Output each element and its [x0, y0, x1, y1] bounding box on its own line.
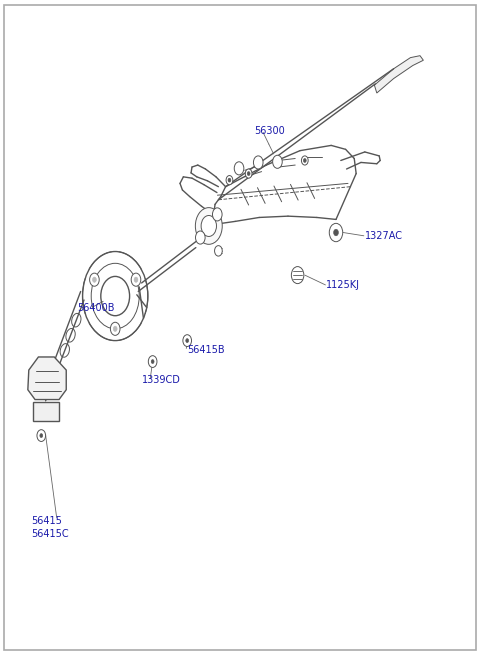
Text: 56415: 56415 — [31, 515, 62, 526]
Circle shape — [37, 430, 46, 441]
Circle shape — [213, 208, 222, 221]
Circle shape — [195, 231, 205, 244]
Circle shape — [253, 156, 263, 169]
Polygon shape — [374, 56, 423, 93]
Circle shape — [40, 434, 43, 438]
Circle shape — [131, 273, 141, 286]
Circle shape — [226, 176, 233, 185]
Text: 1339CD: 1339CD — [142, 375, 180, 385]
Circle shape — [245, 169, 252, 178]
Text: 56415C: 56415C — [31, 529, 69, 539]
Circle shape — [273, 155, 282, 168]
Circle shape — [90, 273, 99, 286]
Circle shape — [228, 178, 231, 182]
Polygon shape — [33, 402, 59, 421]
Circle shape — [301, 156, 308, 165]
Circle shape — [303, 159, 306, 162]
Circle shape — [183, 335, 192, 346]
Circle shape — [110, 322, 120, 335]
Circle shape — [247, 172, 250, 176]
Text: 56415B: 56415B — [187, 345, 225, 356]
Circle shape — [329, 223, 343, 242]
Circle shape — [148, 356, 157, 367]
Circle shape — [93, 277, 96, 282]
Text: 56400B: 56400B — [77, 303, 114, 313]
Circle shape — [195, 208, 222, 244]
Text: 1327AC: 1327AC — [365, 231, 403, 241]
Circle shape — [134, 277, 138, 282]
Polygon shape — [28, 357, 66, 400]
Circle shape — [113, 326, 117, 331]
Circle shape — [334, 229, 338, 236]
Circle shape — [215, 246, 222, 256]
Circle shape — [186, 339, 189, 343]
Circle shape — [234, 162, 244, 175]
Circle shape — [201, 215, 216, 236]
Text: 1125KJ: 1125KJ — [326, 280, 360, 290]
Text: 56300: 56300 — [254, 126, 285, 136]
Circle shape — [151, 360, 154, 364]
